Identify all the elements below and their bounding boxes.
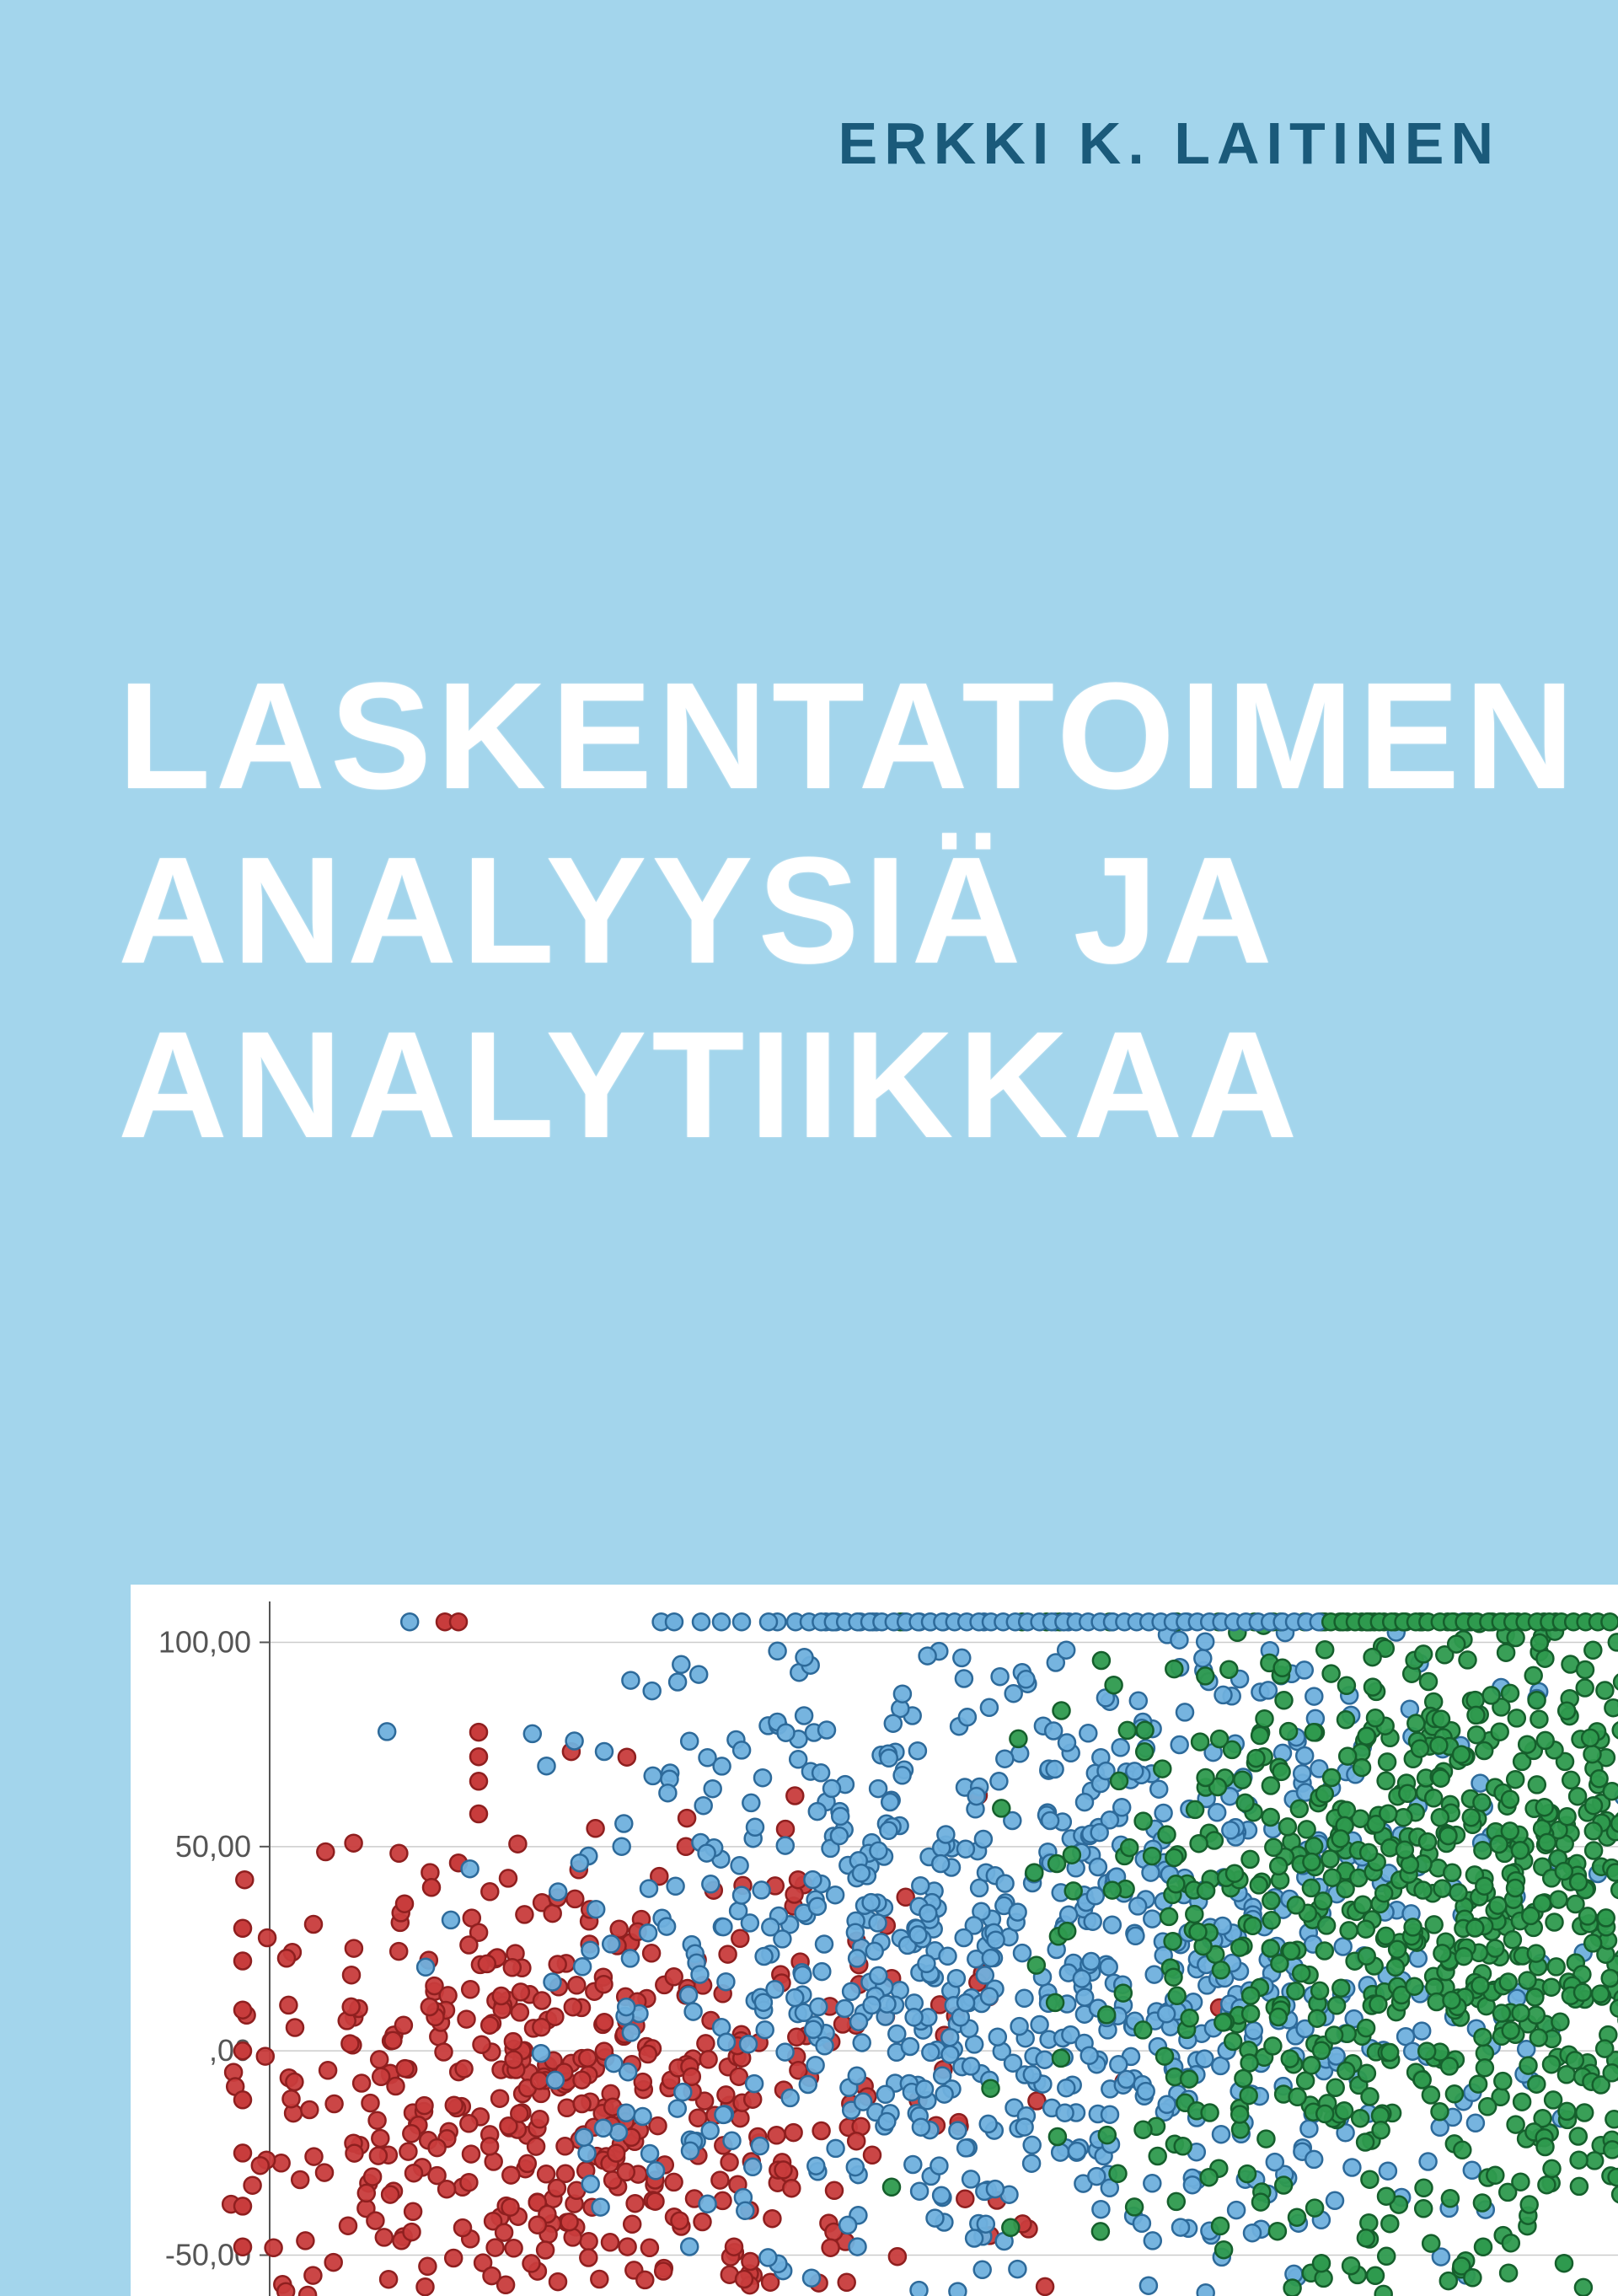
chart-svg: -50,00,0050,00100,00 — [131, 1585, 1618, 2296]
title-line-3: ANALYTIIKKAA — [118, 998, 1579, 1172]
svg-text:100,00: 100,00 — [158, 1624, 251, 1659]
scatter-chart: -50,00,0050,00100,00 — [131, 1585, 1618, 2296]
book-title: LASKENTATOIMEN ANALYYSIÄ JA ANALYTIIKKAA — [118, 649, 1579, 1172]
title-line-1: LASKENTATOIMEN — [118, 649, 1579, 823]
author-name: ERKKI K. LAITINEN — [838, 110, 1500, 177]
title-line-2: ANALYYSIÄ JA — [118, 823, 1579, 998]
svg-text:50,00: 50,00 — [175, 1829, 251, 1864]
